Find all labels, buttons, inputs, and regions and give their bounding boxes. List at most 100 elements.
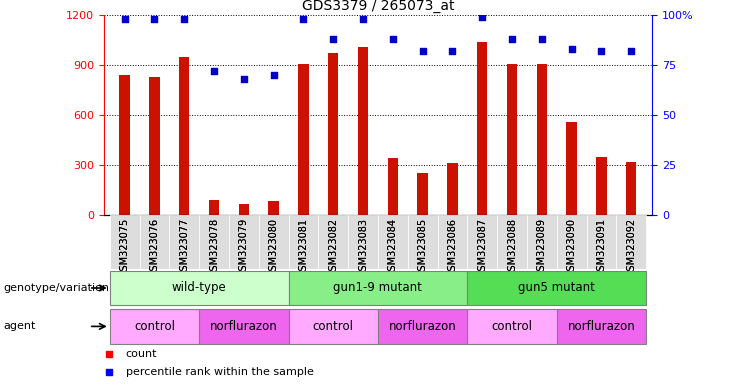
Bar [378,215,408,269]
Point [238,76,250,82]
Text: agent: agent [4,321,36,331]
Text: GSM323081: GSM323081 [299,218,308,277]
Point [119,16,130,22]
Bar [179,57,190,215]
Bar [139,215,169,269]
Bar [566,122,576,215]
Bar [507,65,517,215]
Bar [259,215,288,269]
Text: GSM323081: GSM323081 [299,218,308,277]
Text: percentile rank within the sample: percentile rank within the sample [126,366,313,377]
Text: GSM323089: GSM323089 [536,218,547,277]
Bar [617,215,646,269]
Text: GSM323076: GSM323076 [150,218,159,277]
Text: genotype/variation: genotype/variation [4,283,110,293]
Bar [388,157,398,215]
Bar [358,47,368,215]
Text: GSM323083: GSM323083 [358,218,368,277]
Bar [199,215,229,269]
Bar [110,309,199,344]
Text: norflurazon: norflurazon [568,320,635,333]
Point [476,14,488,20]
Bar [417,172,428,215]
Text: gun5 mutant: gun5 mutant [518,281,595,295]
Point [596,48,608,55]
Bar [119,75,130,215]
Bar [468,271,646,305]
Point [565,46,577,52]
Text: norflurazon: norflurazon [389,320,456,333]
Bar [288,215,319,269]
Bar [199,309,288,344]
Text: gun1-9 mutant: gun1-9 mutant [333,281,422,295]
Bar [556,215,587,269]
Text: GSM323077: GSM323077 [179,218,189,277]
Text: GSM323084: GSM323084 [388,218,398,277]
Bar [169,215,199,269]
Text: GSM323086: GSM323086 [448,218,457,277]
Bar [149,77,159,215]
Bar [527,215,556,269]
Text: control: control [134,320,175,333]
Bar [536,65,547,215]
Point [357,16,369,22]
Bar [209,200,219,215]
Point [328,36,339,42]
Bar [298,65,308,215]
Point [447,48,459,55]
Text: GSM323085: GSM323085 [418,218,428,277]
Point [387,36,399,42]
Text: GSM323079: GSM323079 [239,218,249,277]
Text: GSM323080: GSM323080 [268,218,279,277]
Text: GSM323076: GSM323076 [150,218,159,277]
Text: norflurazon: norflurazon [210,320,278,333]
Bar [408,215,437,269]
Text: GSM323075: GSM323075 [119,218,130,277]
Bar [268,201,279,215]
Bar [110,271,288,305]
Bar [448,164,458,215]
Text: GSM323085: GSM323085 [418,218,428,277]
Text: GSM323087: GSM323087 [477,218,488,277]
Bar [288,271,468,305]
Text: GSM323082: GSM323082 [328,218,338,277]
Text: GSM323090: GSM323090 [567,218,576,277]
Title: GDS3379 / 265073_at: GDS3379 / 265073_at [302,0,454,13]
Text: control: control [491,320,533,333]
Bar [468,215,497,269]
Bar [597,157,607,215]
Bar [378,309,468,344]
Bar [477,42,488,215]
Text: GSM323077: GSM323077 [179,218,189,277]
Point [268,72,279,78]
Text: GSM323078: GSM323078 [209,218,219,277]
Bar [437,215,468,269]
Point [208,68,220,74]
Bar [328,53,339,215]
Text: count: count [126,349,157,359]
Text: GSM323087: GSM323087 [477,218,488,277]
Bar [556,309,646,344]
Text: GSM323084: GSM323084 [388,218,398,277]
Text: GSM323092: GSM323092 [626,218,637,277]
Text: GSM323080: GSM323080 [268,218,279,277]
Text: control: control [313,320,353,333]
Text: wild-type: wild-type [172,281,227,295]
Bar [468,309,556,344]
Text: GSM323092: GSM323092 [626,218,637,277]
Bar [497,215,527,269]
Bar [348,215,378,269]
Bar [626,162,637,215]
Text: GSM323083: GSM323083 [358,218,368,277]
Text: GSM323090: GSM323090 [567,218,576,277]
Point [148,16,160,22]
Point [416,48,428,55]
Text: GSM323091: GSM323091 [597,218,606,277]
Point [536,36,548,42]
Point [625,48,637,55]
Text: GSM323078: GSM323078 [209,218,219,277]
Text: GSM323079: GSM323079 [239,218,249,277]
Bar [110,215,139,269]
Text: GSM323088: GSM323088 [507,218,517,277]
Text: GSM323088: GSM323088 [507,218,517,277]
